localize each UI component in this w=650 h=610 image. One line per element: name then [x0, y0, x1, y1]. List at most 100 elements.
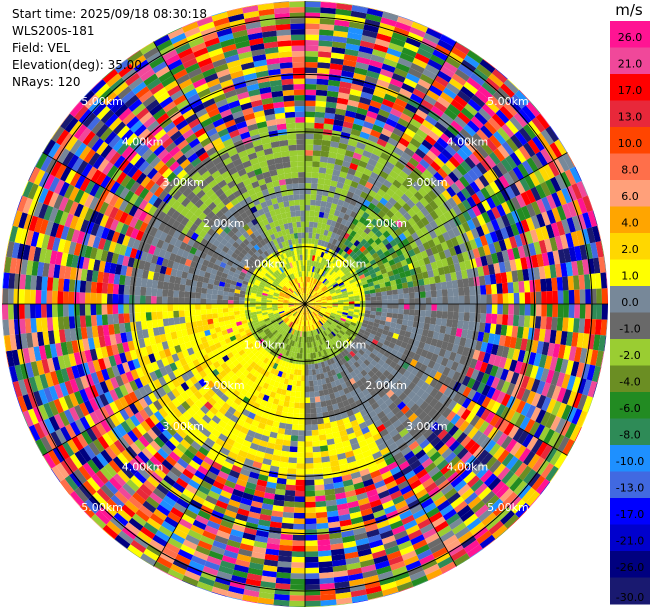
velocity-bin — [346, 227, 353, 235]
velocity-bin — [330, 313, 336, 318]
velocity-bin — [322, 264, 327, 271]
velocity-bin — [376, 33, 392, 43]
velocity-bin — [305, 100, 316, 107]
velocity-bin — [305, 72, 318, 79]
velocity-bin — [305, 408, 311, 414]
velocity-bin — [339, 272, 345, 279]
velocity-bin — [310, 301, 316, 304]
velocity-bin — [439, 325, 447, 334]
velocity-bin — [326, 96, 338, 103]
velocity-bin — [514, 337, 523, 350]
velocity-bin — [385, 285, 392, 292]
velocity-bin — [360, 325, 367, 331]
velocity-bin — [282, 439, 291, 447]
velocity-bin — [480, 285, 487, 295]
velocity-bin — [370, 310, 377, 316]
velocity-bin — [363, 286, 370, 292]
velocity-bin — [393, 146, 404, 157]
velocity-bin — [446, 256, 454, 266]
velocity-bin — [321, 285, 327, 291]
velocity-bin — [314, 122, 324, 129]
velocity-bin — [312, 249, 317, 256]
velocity-bin — [541, 291, 548, 304]
velocity-bin — [360, 155, 370, 164]
velocity-bin — [314, 238, 319, 245]
velocity-bin — [476, 145, 489, 159]
velocity-bin — [332, 227, 339, 234]
velocity-bin — [283, 500, 295, 508]
velocity-bin — [496, 345, 505, 357]
velocity-bin — [567, 275, 575, 291]
velocity-bin — [340, 230, 347, 238]
velocity-bin — [308, 295, 313, 301]
velocity-bin — [316, 273, 320, 280]
velocity-bin — [493, 131, 506, 145]
velocity-bin — [414, 238, 423, 247]
velocity-bin — [468, 277, 475, 287]
velocity-bin — [374, 256, 382, 263]
velocity-bin — [280, 533, 293, 541]
velocity-bin — [484, 138, 498, 152]
velocity-bin — [394, 219, 404, 228]
velocity-bin — [343, 54, 358, 62]
velocity-bin — [557, 290, 564, 304]
velocity-bin — [356, 165, 366, 174]
velocity-bin — [435, 182, 447, 194]
velocity-bin — [437, 117, 451, 129]
velocity-bin — [433, 101, 448, 113]
velocity-bin — [318, 428, 326, 436]
velocity-bin — [322, 134, 332, 141]
velocity-bin — [530, 378, 541, 393]
velocity-bin — [509, 359, 518, 372]
velocity-bin — [463, 54, 480, 69]
velocity-bin — [327, 275, 333, 281]
velocity-bin — [313, 294, 319, 298]
velocity-bin — [425, 213, 435, 224]
velocity-bin — [307, 294, 310, 300]
velocity-bin — [517, 349, 526, 363]
velocity-bin — [338, 211, 346, 219]
velocity-bin — [468, 153, 481, 166]
velocity-bin — [370, 304, 377, 308]
velocity-bin — [317, 418, 324, 425]
velocity-bin — [212, 313, 219, 319]
velocity-bin — [393, 256, 401, 264]
velocity-bin — [471, 94, 486, 108]
velocity-bin — [605, 319, 608, 336]
velocity-bin — [278, 555, 292, 563]
velocity-bin — [530, 291, 537, 304]
velocity-bin — [512, 348, 521, 361]
velocity-bin — [325, 309, 332, 313]
velocity-bin — [422, 68, 437, 81]
velocity-bin — [592, 382, 598, 398]
velocity-bin — [338, 302, 344, 304]
velocity-bin — [469, 358, 478, 369]
velocity-bin — [316, 256, 321, 263]
velocity-bin — [533, 267, 541, 280]
velocity-bin — [329, 208, 336, 216]
velocity-bin — [318, 51, 332, 58]
velocity-bin — [362, 319, 369, 325]
velocity-bin — [318, 40, 333, 47]
velocity-bin — [519, 304, 525, 316]
velocity-bin — [515, 90, 530, 106]
velocity-bin — [536, 213, 546, 228]
velocity-bin — [376, 300, 383, 304]
velocity-bin — [453, 244, 462, 255]
velocity-bin — [348, 296, 355, 300]
velocity-bin — [309, 397, 316, 403]
velocity-bin — [322, 286, 328, 292]
velocity-bin — [314, 490, 326, 497]
velocity-bin — [439, 34, 457, 47]
velocity-bin — [305, 149, 314, 156]
velocity-bin — [382, 214, 391, 223]
velocity-bin — [358, 252, 365, 259]
velocity-bin — [546, 398, 557, 414]
velocity-bin — [511, 94, 526, 109]
velocity-bin — [367, 158, 378, 167]
velocity-bin — [298, 424, 305, 431]
velocity-bin — [465, 184, 476, 197]
velocity-bin — [407, 208, 417, 218]
velocity-bin — [310, 266, 313, 272]
velocity-bin — [490, 344, 499, 356]
